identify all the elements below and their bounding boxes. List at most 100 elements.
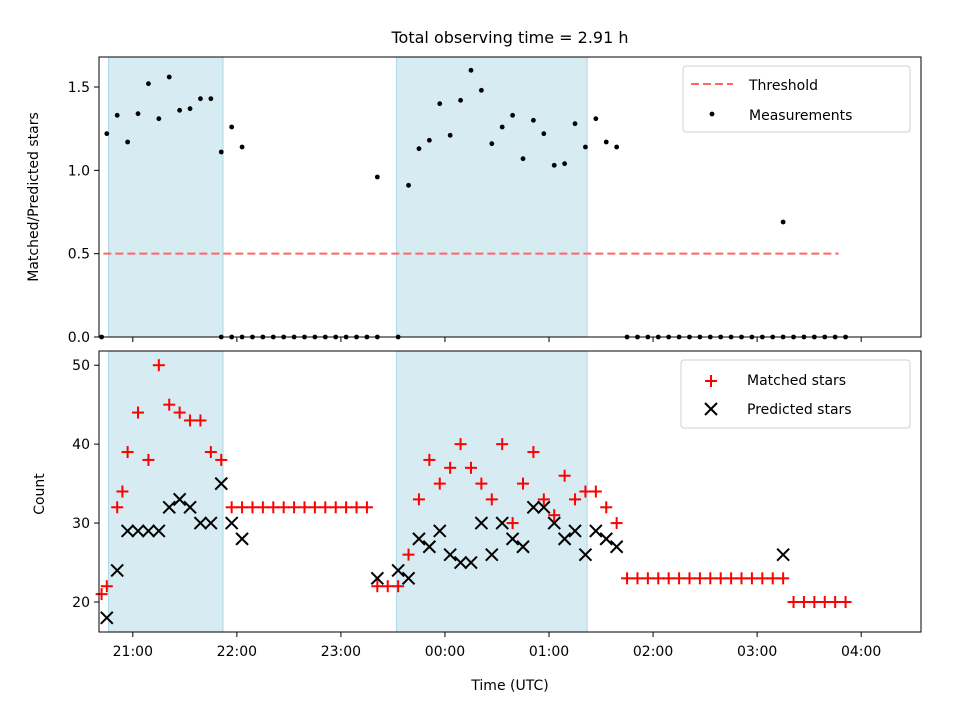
measurement-point	[156, 116, 162, 122]
predicted-star-marker	[464, 555, 478, 570]
measurement-point	[603, 139, 609, 145]
observing-window-1	[395, 350, 588, 633]
matched-star-marker	[745, 572, 758, 585]
matched-star-marker	[777, 572, 790, 585]
matched-star-marker	[267, 501, 280, 514]
matched-star-marker	[412, 493, 425, 506]
measurement-point	[489, 141, 495, 147]
predicted-star-marker	[370, 571, 385, 586]
measurement-point	[468, 67, 474, 73]
observing-window-1	[395, 56, 588, 338]
matched-star-marker	[797, 596, 810, 609]
measurement-point	[229, 124, 235, 130]
matched-star-marker	[766, 572, 779, 585]
measurement-point	[437, 101, 443, 107]
measurement-point	[218, 149, 224, 155]
x-tick-label: 00:00	[425, 644, 465, 660]
matched-star-marker	[548, 509, 561, 522]
matched-star-marker	[340, 501, 353, 514]
matched-star-marker	[100, 580, 113, 593]
bottom-y-axis: 20 30 40 50	[72, 358, 99, 611]
bottom-plot-frame	[98, 350, 922, 633]
measurement-point	[531, 117, 536, 123]
figure-title: Total observing time = 2.91 h	[390, 28, 628, 47]
predicted-star-marker	[172, 492, 187, 507]
matched-star-marker	[256, 501, 269, 514]
predicted-star-marker	[516, 540, 530, 554]
y-tick-label: 20	[72, 595, 90, 611]
bottom-x-axis: 21:00 22:00 23:00 00:00 01:00 02:00 03:00 04:00	[113, 632, 881, 660]
predicted-star-marker	[391, 563, 405, 578]
y-tick-label: 1.5	[68, 80, 90, 96]
predicted-star-marker	[100, 611, 114, 625]
matched-star-marker	[111, 501, 124, 514]
matched-star-marker	[204, 446, 217, 459]
legend-measurements-label: Measurements	[749, 108, 852, 124]
measurement-point	[114, 112, 120, 118]
measurement-point	[593, 116, 599, 122]
measurement-point	[135, 111, 141, 117]
predicted-star-marker	[526, 500, 541, 514]
matched-star-marker	[454, 438, 467, 451]
predicted-star-marker	[547, 516, 561, 530]
measurement-point	[166, 74, 172, 80]
matched-star-marker	[475, 477, 488, 490]
predicted-star-marker	[589, 524, 603, 538]
matched-star-marker	[537, 493, 550, 506]
predicted-star-marker	[443, 547, 457, 562]
matched-star-marker	[506, 517, 519, 530]
top-y-axis: 0.0 0.5 1.0 1.5	[68, 80, 99, 346]
matched-star-marker	[558, 469, 571, 482]
measurement-point	[614, 144, 620, 150]
bottom-legend: Matched stars Predicted stars	[680, 359, 911, 429]
predicted-star-marker	[193, 516, 208, 530]
matched-star-marker	[673, 572, 686, 585]
matched-star-marker	[308, 501, 321, 514]
predicted-star-marker	[495, 516, 509, 530]
predicted-star-marker	[609, 540, 624, 554]
matched-star-marker	[652, 572, 665, 585]
matched-star-marker	[433, 477, 446, 490]
matched-star-marker	[464, 461, 477, 474]
measurement-point	[499, 124, 505, 130]
measurement-point	[780, 219, 786, 225]
matched-stars-legend-swatch	[705, 375, 717, 387]
predicted-star-marker	[224, 516, 239, 530]
predicted-star-marker	[120, 524, 135, 538]
y-tick-label: 0.5	[68, 247, 90, 263]
top-legend-box	[682, 65, 911, 133]
x-tick-label: 23:00	[321, 644, 361, 660]
measurement-point	[146, 81, 151, 87]
predicted-star-marker	[776, 547, 790, 562]
predicted-star-marker	[453, 555, 468, 570]
matched-star-marker	[277, 501, 290, 514]
matched-star-marker	[641, 572, 654, 585]
predicted-star-marker	[505, 532, 520, 546]
matched-star-marker	[631, 572, 644, 585]
matched-star-marker	[725, 572, 738, 585]
matched-star-marker	[142, 453, 155, 466]
predicted-star-marker	[412, 532, 426, 546]
x-tick-label: 21:00	[113, 644, 153, 660]
bottom-panel: 20 30 40 50 21:00 22:00 23:00 00:00 01:00 02:00 0…	[32, 350, 922, 694]
predicted-star-marker	[599, 532, 613, 546]
matched-star-marker	[714, 572, 727, 585]
matched-star-marker	[839, 596, 852, 609]
predicted-star-marker	[204, 516, 218, 530]
bottom-shaded-intervals	[108, 350, 588, 633]
matched-star-marker	[95, 588, 108, 601]
predicted-star-marker	[433, 524, 447, 538]
top-x-ticks	[132, 337, 862, 342]
top-panel: 0.0 0.5 1.0 1.5 Matched/Predicted stars Thr…	[26, 56, 922, 346]
matched-star-marker	[704, 572, 717, 585]
matched-star-marker	[829, 596, 842, 609]
matched-star-marker	[184, 414, 197, 427]
y-tick-label: 0.0	[68, 330, 90, 346]
measurement-point	[104, 131, 110, 137]
matched-star-marker	[392, 580, 405, 593]
predicted-star-marker	[141, 524, 156, 538]
matched-star-marker	[818, 596, 831, 609]
y-tick-label: 40	[72, 437, 90, 453]
predicted-star-marker	[152, 524, 166, 538]
